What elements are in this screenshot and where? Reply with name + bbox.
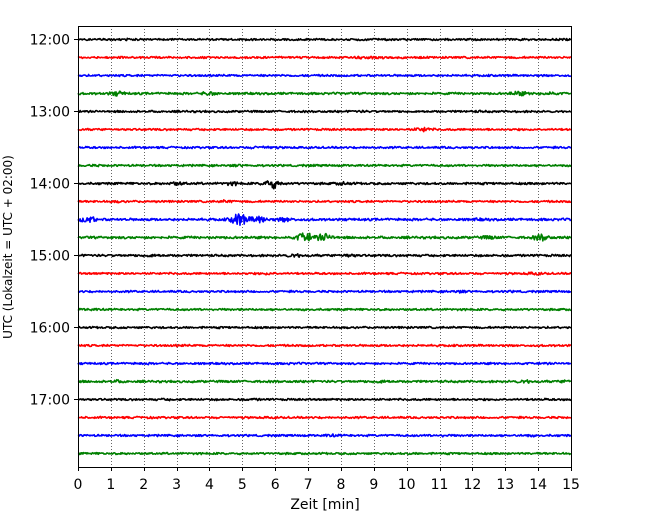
trace-line-1715	[77, 415, 572, 420]
trace-line-1630	[77, 361, 572, 366]
x-tick-label: 14	[529, 477, 547, 493]
x-tick-label: 8	[336, 477, 345, 493]
x-tick-label: 9	[369, 477, 378, 493]
x-tick-label: 6	[271, 477, 280, 493]
trace-line-1615	[77, 343, 572, 348]
trace-line-1730	[77, 433, 572, 438]
y-axis: 12:00 13:00 14:00 15:00 16:00 17:00	[30, 33, 78, 409]
x-tick-label: 4	[205, 477, 214, 493]
trace-line-1645	[77, 378, 572, 384]
trace-line-1400	[77, 180, 572, 190]
y-tick-label: 14:00	[30, 177, 70, 193]
x-tick-label: 15	[562, 477, 580, 493]
x-tick-label: 10	[398, 477, 416, 493]
y-axis-label: UTC (Lokalzeit = UTC + 02:00)	[1, 155, 15, 339]
trace-line-1315	[77, 126, 572, 133]
trace-line-1345	[77, 163, 572, 168]
trace-line-1430	[77, 213, 572, 227]
y-tick-label: 12:00	[30, 33, 70, 49]
y-tick-label: 15:00	[30, 249, 70, 265]
trace-line-1415	[77, 199, 572, 204]
trace-line-1215	[77, 55, 572, 60]
trace-line-1700	[77, 397, 572, 402]
x-tick-label: 13	[496, 477, 514, 493]
x-axis-label: Zeit [min]	[290, 497, 359, 513]
x-axis: 0 1 2 3 4 5 6 7 8 9 10 11 12 13 14 15	[74, 467, 580, 493]
trace-line-1530	[77, 289, 572, 294]
x-tick-label: 3	[172, 477, 181, 493]
trace-line-1200	[77, 37, 572, 42]
trace-line-1500	[77, 253, 572, 258]
trace-line-1330	[77, 145, 572, 150]
trace-line-1445	[77, 232, 572, 242]
x-tick-label: 11	[431, 477, 449, 493]
trace-line-1545	[77, 307, 572, 312]
x-tick-label: 12	[463, 477, 481, 493]
x-tick-label: 5	[238, 477, 247, 493]
x-tick-label: 2	[139, 477, 148, 493]
trace-line-1230	[77, 73, 572, 78]
x-tick-label: 7	[304, 477, 313, 493]
y-tick-label: 16:00	[30, 321, 70, 337]
trace-line-1600	[77, 325, 572, 330]
trace-series	[77, 37, 572, 456]
trace-line-1245	[77, 90, 572, 97]
y-tick-label: 13:00	[30, 105, 70, 121]
plot-frame	[78, 26, 572, 468]
y-tick-label: 17:00	[30, 393, 70, 409]
x-tick-label: 0	[74, 477, 83, 493]
trace-line-1745	[77, 451, 572, 456]
trace-line-1300	[77, 109, 572, 114]
trace-line-1515	[77, 271, 572, 276]
x-tick-label: 1	[106, 477, 115, 493]
